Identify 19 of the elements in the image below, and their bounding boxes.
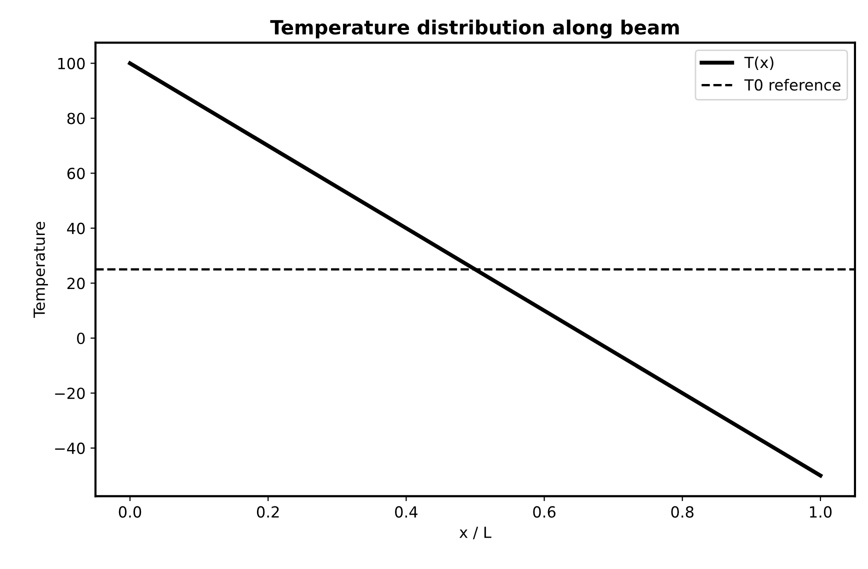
- x-tick-label: 0.8: [671, 506, 694, 518]
- y-tick-label: −40: [55, 442, 85, 454]
- legend-label: T(x): [744, 56, 774, 70]
- x-tick-label: 0.6: [533, 506, 556, 518]
- y-tick-label: 0: [77, 332, 85, 344]
- y-tick-label: 80: [67, 112, 85, 124]
- y-tick-label: 60: [67, 168, 85, 180]
- chart-title: Temperature distribution along beam: [270, 20, 679, 39]
- x-axis-title: x / L: [459, 526, 492, 540]
- x-tick-label: 0.2: [256, 506, 279, 518]
- x-tick-label: 0.4: [395, 506, 418, 518]
- y-tick-label: −20: [55, 388, 85, 400]
- y-tick-label: 40: [67, 222, 85, 234]
- x-tick-label: 0.0: [118, 506, 142, 518]
- legend-label: T0 reference: [744, 78, 840, 91]
- y-tick-label: 100: [58, 58, 85, 70]
- y-tick-label: 20: [67, 278, 85, 290]
- x-tick-label: 1.0: [810, 506, 832, 518]
- y-axis-title: Temperature: [34, 222, 48, 318]
